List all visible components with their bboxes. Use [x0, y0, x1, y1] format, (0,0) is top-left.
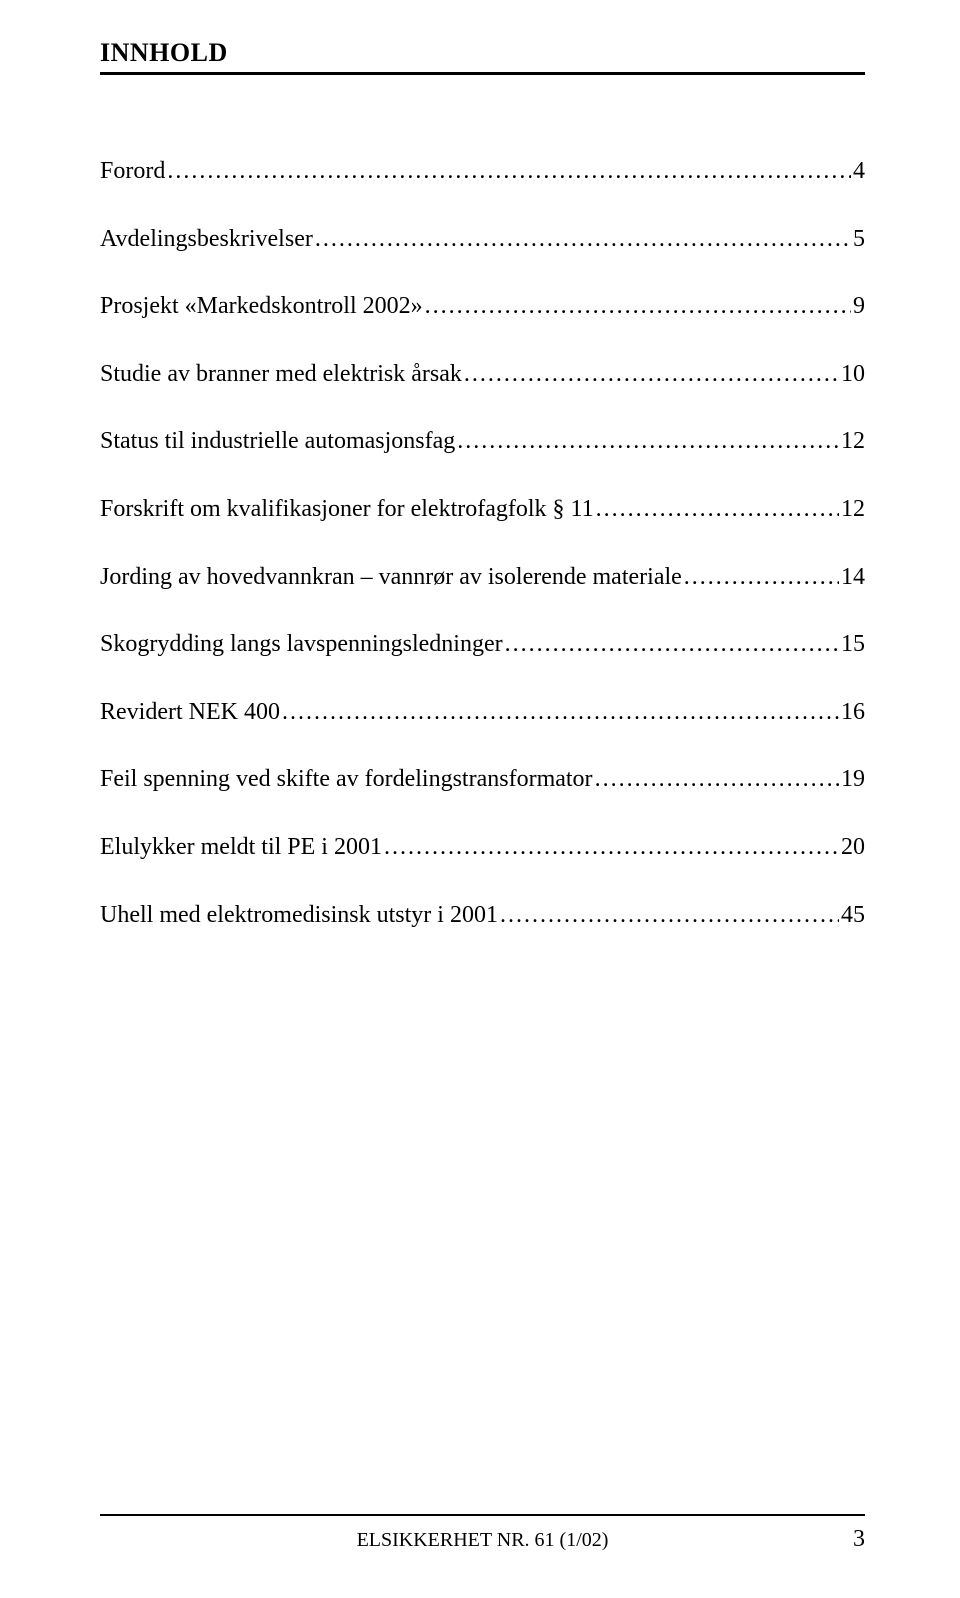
toc-entry: Forskrift om kvalifikasjoner for elektro… [100, 493, 865, 527]
footer-content: ELSIKKERHET NR. 61 (1/02) 3 [100, 1526, 865, 1553]
toc-entry: Avdelingsbeskrivelser 5 [100, 223, 865, 257]
toc-label: Feil spenning ved skifte av fordelingstr… [100, 763, 593, 797]
toc-label: Forskrift om kvalifikasjoner for elektro… [100, 493, 594, 527]
toc-label: Skogrydding langs lavspenningsledninger [100, 628, 503, 662]
toc-label: Uhell med elektromedisinsk utstyr i 2001 [100, 899, 498, 933]
toc-leader [425, 290, 851, 324]
toc-label: Jording av hovedvannkran – vannrør av is… [100, 561, 682, 595]
toc-leader [282, 696, 839, 730]
toc-label: Prosjekt «Markedskontroll 2002» [100, 290, 423, 324]
heading-wrapper: INNHOLD [100, 38, 865, 75]
toc-page: 15 [841, 628, 865, 662]
toc-leader [595, 763, 839, 797]
toc-entry: Studie av branner med elektrisk årsak 10 [100, 358, 865, 392]
toc-page: 45 [841, 899, 865, 933]
toc-page: 4 [853, 155, 865, 189]
toc-page: 12 [841, 425, 865, 459]
toc-entry: Prosjekt «Markedskontroll 2002» 9 [100, 290, 865, 324]
toc-label: Studie av branner med elektrisk årsak [100, 358, 462, 392]
footer-publication: ELSIKKERHET NR. 61 (1/02) [357, 1529, 609, 1552]
toc-label: Forord [100, 155, 165, 189]
toc-entry: Elulykker meldt til PE i 2001 20 [100, 831, 865, 865]
toc-entry: Skogrydding langs lavspenningsledninger … [100, 628, 865, 662]
toc-entry: Status til industrielle automasjonsfag 1… [100, 425, 865, 459]
footer-page-number: 3 [608, 1526, 865, 1553]
toc-label: Elulykker meldt til PE i 2001 [100, 831, 382, 865]
toc-leader [505, 628, 839, 662]
toc-page: 9 [853, 290, 865, 324]
toc-page: 5 [853, 223, 865, 257]
toc-leader [457, 425, 839, 459]
toc-leader [500, 899, 839, 933]
toc-leader [315, 223, 851, 257]
toc-leader [384, 831, 839, 865]
footer-divider [100, 1514, 865, 1516]
toc-label: Status til industrielle automasjonsfag [100, 425, 455, 459]
toc-page: 14 [841, 561, 865, 595]
toc-entry: Revidert NEK 400 16 [100, 696, 865, 730]
page-heading: INNHOLD [100, 38, 865, 68]
toc-entry: Feil spenning ved skifte av fordelingstr… [100, 763, 865, 797]
toc-page: 20 [841, 831, 865, 865]
toc-leader [464, 358, 839, 392]
toc-entry: Forord 4 [100, 155, 865, 189]
toc-entry: Uhell med elektromedisinsk utstyr i 2001… [100, 899, 865, 933]
toc-label: Avdelingsbeskrivelser [100, 223, 313, 257]
toc-page: 10 [841, 358, 865, 392]
table-of-contents: Forord 4 Avdelingsbeskrivelser 5 Prosjek… [100, 155, 865, 932]
toc-page: 12 [841, 493, 865, 527]
toc-leader [167, 155, 851, 189]
toc-leader [596, 493, 839, 527]
toc-page: 16 [841, 696, 865, 730]
toc-entry: Jording av hovedvannkran – vannrør av is… [100, 561, 865, 595]
toc-page: 19 [841, 763, 865, 797]
toc-label: Revidert NEK 400 [100, 696, 280, 730]
page-footer: ELSIKKERHET NR. 61 (1/02) 3 [100, 1514, 865, 1553]
toc-leader [684, 561, 839, 595]
